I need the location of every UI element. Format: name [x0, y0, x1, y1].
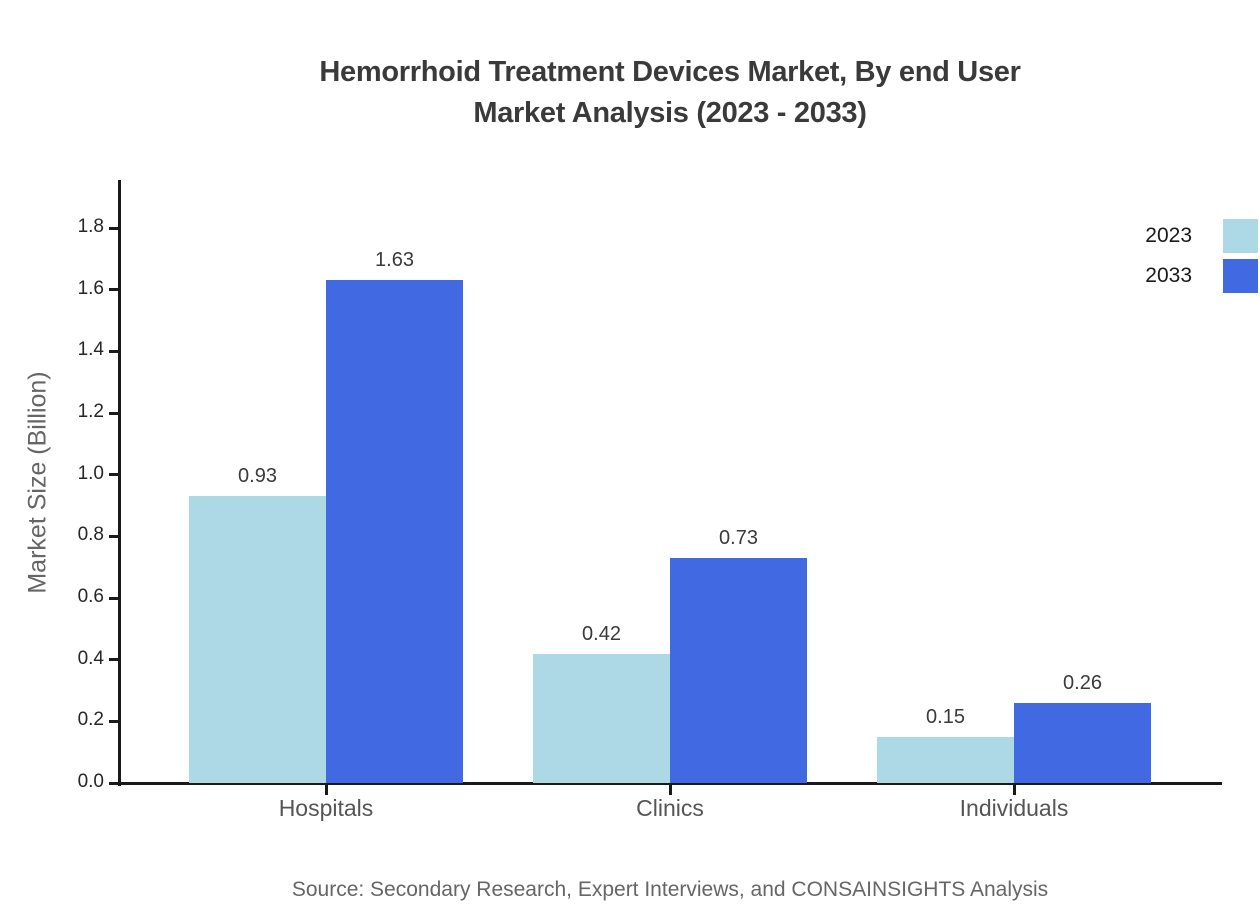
legend-label: 2033 [1145, 264, 1192, 287]
y-tick-mark [109, 473, 118, 477]
x-tick-mark [668, 785, 672, 795]
bar-2033-individuals [1014, 702, 1151, 783]
source-note: Source: Secondary Research, Expert Inter… [291, 878, 1049, 901]
y-tick-label: 0.2 [77, 709, 104, 731]
y-tick-label: 0.0 [77, 771, 104, 792]
chart-title-line1: Hemorrhoid Treatment Devices Market, By … [319, 56, 1021, 88]
y-tick-label: 1.2 [77, 401, 104, 422]
bar-2033-hospitals [326, 280, 463, 783]
chart-title-line2: Market Analysis (2023 - 2033) [473, 97, 867, 129]
y-tick-mark [109, 534, 118, 538]
legend: 2023 2033 [1145, 219, 1258, 299]
x-category-label: Clinics [636, 795, 704, 821]
legend-item-2023: 2023 [1145, 219, 1258, 253]
bar-2033-clinics [670, 557, 807, 783]
y-tick-label: 0.4 [77, 647, 104, 669]
y-tick-mark [109, 349, 118, 353]
bar-value-label: 0.42 [582, 622, 621, 645]
bar-value-label: 0.93 [238, 465, 277, 488]
y-tick-mark [109, 411, 118, 415]
y-axis-line [118, 180, 121, 786]
y-tick-label: 0.6 [77, 586, 104, 607]
bar-value-label: 0.73 [719, 526, 758, 549]
y-tick-mark [109, 658, 118, 662]
y-tick-label: 1.4 [77, 339, 104, 361]
y-tick-label: 0.8 [77, 524, 104, 546]
y-tick-mark [109, 596, 118, 600]
y-tick-mark [109, 781, 118, 785]
x-category-label: Individuals [959, 795, 1069, 821]
x-tick-mark [1012, 785, 1016, 795]
x-tick-mark [324, 785, 328, 795]
y-tick-mark [109, 719, 118, 723]
bar-2023-clinics [533, 653, 670, 783]
bar-value-label: 0.26 [1063, 671, 1102, 694]
bar-2023-individuals [877, 736, 1014, 783]
y-tick-mark [109, 288, 118, 292]
y-tick-label: 1.6 [77, 277, 104, 299]
bar-value-label: 0.15 [926, 705, 965, 728]
y-tick-label: 1.0 [77, 462, 104, 484]
legend-swatch [1223, 259, 1258, 293]
bar-2023-hospitals [189, 496, 326, 783]
y-tick-mark [109, 226, 118, 230]
chart-title: Hemorrhoid Treatment Devices Market, By … [80, 52, 1260, 134]
legend-swatch [1223, 219, 1258, 253]
y-tick-label: 1.8 [77, 216, 104, 237]
bar-value-label: 1.63 [375, 249, 414, 272]
legend-label: 2023 [1145, 224, 1192, 247]
legend-item-2033: 2033 [1145, 259, 1258, 293]
x-axis-line [110, 782, 1222, 785]
x-category-label: Hospitals [278, 795, 374, 821]
